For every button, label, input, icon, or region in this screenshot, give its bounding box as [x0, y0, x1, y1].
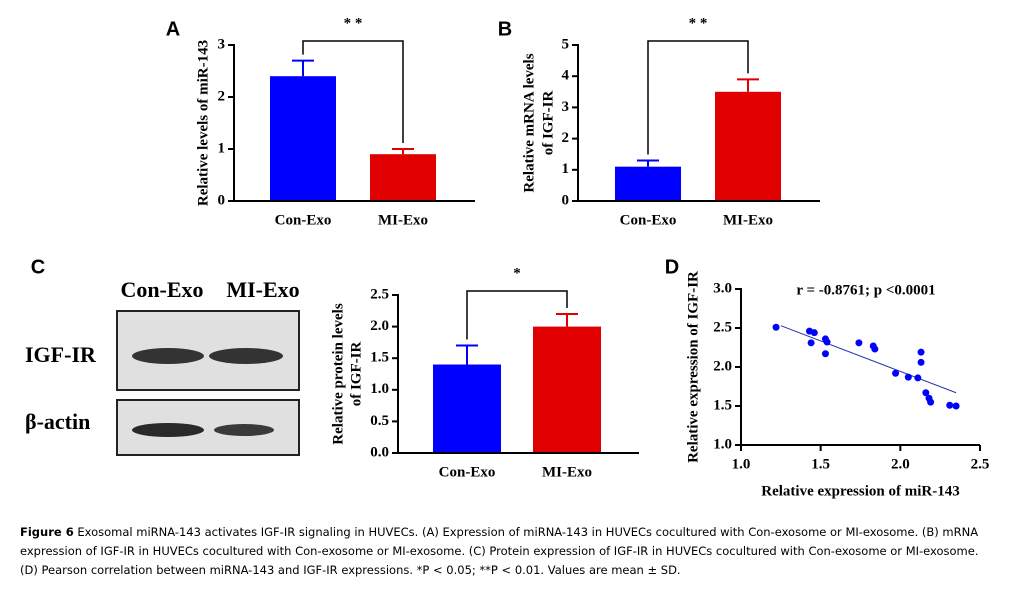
x-tick-label: MI-Exo [378, 212, 428, 228]
y-tick-label: 0.0 [370, 444, 389, 460]
point [922, 389, 930, 397]
point [823, 338, 831, 346]
y-tick-label: 3 [218, 36, 226, 52]
y-tick-label: 4 [562, 68, 570, 84]
y-tick-label: 2.5 [370, 286, 389, 302]
panel-label: D [665, 256, 679, 278]
point [904, 373, 912, 381]
bar [533, 326, 601, 453]
row-label: β-actin [25, 409, 90, 434]
point [952, 402, 960, 410]
y-axis-label: of IGF-IR [540, 91, 556, 156]
bar [715, 91, 781, 201]
point [855, 339, 863, 347]
point [927, 398, 935, 406]
point [871, 345, 879, 353]
x-tick-label: Con-Exo [620, 212, 677, 228]
x-tick-label: MI-Exo [542, 464, 592, 480]
lane-label: MI-Exo [226, 277, 299, 302]
bar [370, 154, 436, 201]
lane-label: Con-Exo [120, 277, 203, 302]
x-tick-label: 1.5 [811, 456, 830, 472]
y-tick-label: 2 [562, 130, 570, 146]
error-bar [556, 312, 578, 327]
caption-text: Exosomal miRNA-143 activates IGF-IR sign… [20, 525, 979, 577]
x-tick-label: 2.5 [971, 456, 990, 472]
y-tick-label: 1 [218, 140, 226, 156]
x-tick-label: Con-Exo [275, 212, 332, 228]
point [892, 369, 900, 377]
y-tick-label: 3.0 [713, 280, 732, 296]
y-tick-label: 2.0 [370, 318, 389, 334]
y-tick-label: 0 [218, 192, 226, 208]
caption: Figure 6 Exosomal miRNA-143 activates IG… [20, 523, 998, 580]
y-tick-label: 2 [218, 88, 226, 104]
y-axis-label: Relative expression of IGF-IR [685, 271, 701, 463]
point [914, 374, 922, 382]
annotation: r = -0.8761; p <0.0001 [796, 282, 935, 298]
y-tick-label: 5 [562, 36, 570, 52]
trend-line [780, 325, 957, 394]
band [132, 348, 204, 364]
panel-label: B [498, 18, 512, 40]
y-axis-label: Relative mRNA levels [521, 53, 537, 192]
panel-label: C [31, 256, 45, 278]
point [917, 348, 925, 356]
y-axis-label: Relative protein levels [330, 303, 346, 445]
point [772, 323, 780, 331]
significance: * * [689, 15, 708, 31]
y-tick-label: 1.5 [370, 350, 389, 366]
x-tick-label: Con-Exo [439, 464, 496, 480]
x-tick-label: MI-Exo [723, 212, 773, 228]
point [946, 401, 954, 409]
significance-bracket [302, 40, 404, 143]
y-tick-label: 1 [562, 161, 570, 177]
point [810, 329, 818, 337]
significance: * [513, 265, 521, 281]
error-bar [456, 344, 478, 365]
x-tick-label: 2.0 [891, 456, 910, 472]
y-tick-label: 3 [562, 99, 570, 115]
x-axis-label: Relative expression of miR-143 [761, 483, 959, 499]
significance: * * [344, 15, 363, 31]
bar [433, 364, 501, 453]
panel-label: A [166, 18, 180, 40]
band [209, 348, 283, 364]
x-tick-label: 1.0 [732, 456, 751, 472]
point [917, 358, 925, 366]
y-tick-label: 0 [562, 192, 570, 208]
bar [270, 76, 336, 201]
bar [615, 166, 681, 201]
error-bar [392, 148, 414, 155]
significance-bracket [466, 290, 568, 340]
figure: Con-Exo MI-Exo IGF-IR β-actin 0 1 2 3 Relati… [25, 15, 990, 499]
row-label: IGF-IR [25, 342, 97, 367]
caption-label: Figure 6 [20, 525, 74, 539]
error-bar [737, 78, 759, 92]
point [807, 339, 815, 347]
y-axis-label: Relative levels of miR-143 [195, 40, 211, 206]
significance-bracket [647, 40, 749, 155]
y-axis-label: of IGF-IR [348, 342, 364, 407]
western-blot: Con-Exo MI-Exo IGF-IR β-actin [25, 277, 300, 456]
point [821, 350, 829, 358]
band [214, 424, 274, 436]
y-tick-label: 2.5 [713, 319, 732, 335]
band [132, 423, 204, 437]
y-tick-label: 1.5 [713, 397, 732, 413]
y-tick-label: 1.0 [713, 436, 732, 452]
y-tick-label: 2.0 [713, 358, 732, 374]
error-bar [637, 159, 659, 167]
y-tick-label: 0.5 [370, 413, 389, 429]
error-bar [292, 59, 314, 77]
y-tick-label: 1.0 [370, 381, 389, 397]
